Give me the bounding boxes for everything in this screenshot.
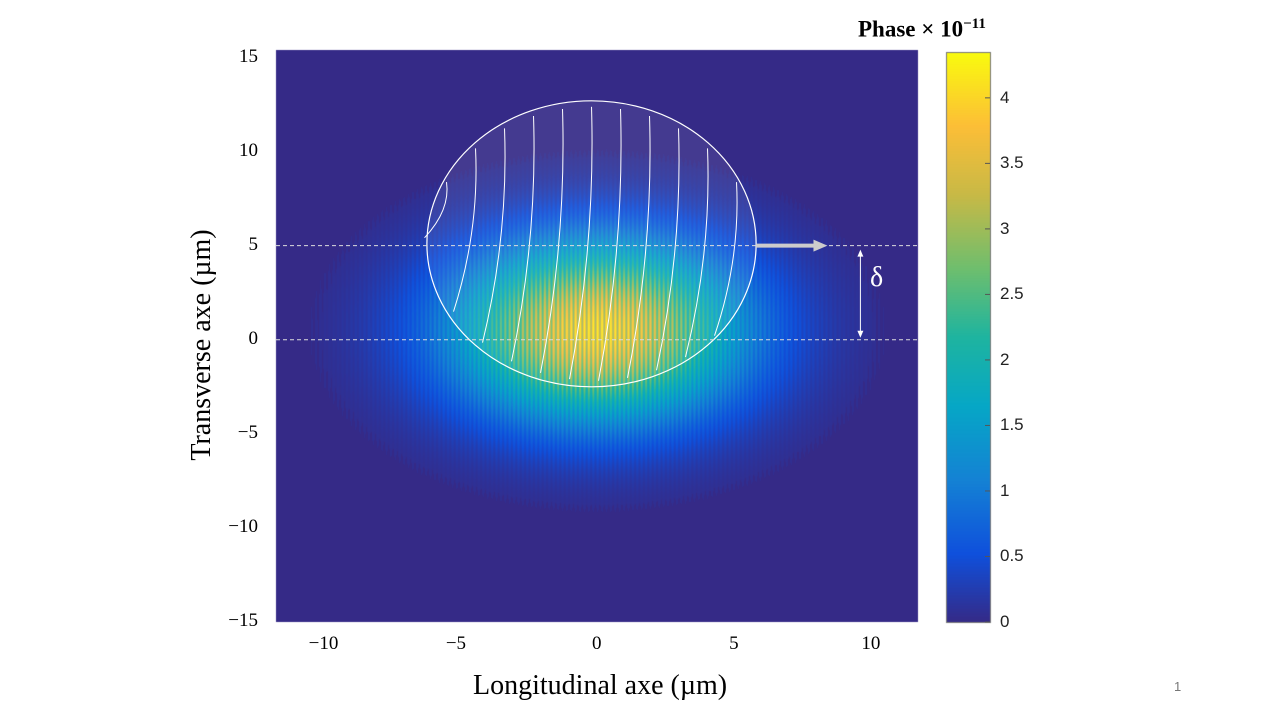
y-tick-label: −5	[237, 421, 258, 443]
colorbar-tick-label: 3	[1000, 218, 1010, 238]
colorbar-title: Phase × 10−11	[858, 16, 986, 43]
x-tick-label: 10	[861, 633, 881, 654]
y-tick-label: −10	[228, 515, 258, 537]
direction-arrow-head	[813, 239, 828, 252]
slide-page-number: 1	[1174, 679, 1182, 694]
x-tick-label: 5	[729, 633, 739, 654]
y-tick-label: −15	[228, 610, 258, 631]
colorbar-tick-label: 0	[1000, 612, 1010, 631]
wavefront-line	[511, 115, 535, 362]
delta-arrow-head-top	[857, 249, 864, 257]
colorbar-title-exponent: −11	[963, 16, 986, 32]
y-tick-label: 5	[248, 233, 259, 255]
colorbar-title-text: Phase × 10	[858, 16, 964, 42]
y-tick-label: 0	[248, 327, 259, 349]
wavefront-line	[685, 148, 709, 358]
colorbar-tick-label: 2	[1000, 349, 1010, 369]
wavefront-line	[482, 128, 506, 343]
delta-arrow-head-bottom	[857, 330, 864, 338]
y-tick-label: 10	[239, 139, 258, 161]
particle-circle	[426, 100, 757, 388]
colorbar-tick-label: 0.5	[1000, 546, 1024, 566]
wavefront-line	[714, 182, 738, 336]
wavefront-line	[540, 109, 564, 373]
wavefront-line	[424, 182, 448, 239]
colorbar-tick-label: 1.5	[1000, 415, 1024, 435]
delta-label: δ	[870, 262, 884, 293]
x-tick-label: 0	[592, 633, 602, 654]
y-tick-label: 15	[239, 45, 258, 67]
x-tick-label: −10	[308, 633, 339, 654]
wavefront-line	[453, 148, 477, 312]
x-tick-label: −5	[445, 633, 467, 654]
wavefront-line	[598, 109, 622, 381]
colorbar-tick-label: 1	[1000, 480, 1010, 500]
y-axis-label: Transverse axe (µm)	[186, 229, 217, 461]
colorbar-tick-label: 4	[1000, 87, 1010, 107]
wavefront-line	[627, 115, 651, 378]
wavefront-line	[569, 106, 593, 380]
colorbar-tick-label: 3.5	[1000, 153, 1024, 173]
x-axis-label: Longitudinal axe (µm)	[473, 670, 728, 701]
colorbar-tick-label: 2.5	[1000, 284, 1024, 304]
